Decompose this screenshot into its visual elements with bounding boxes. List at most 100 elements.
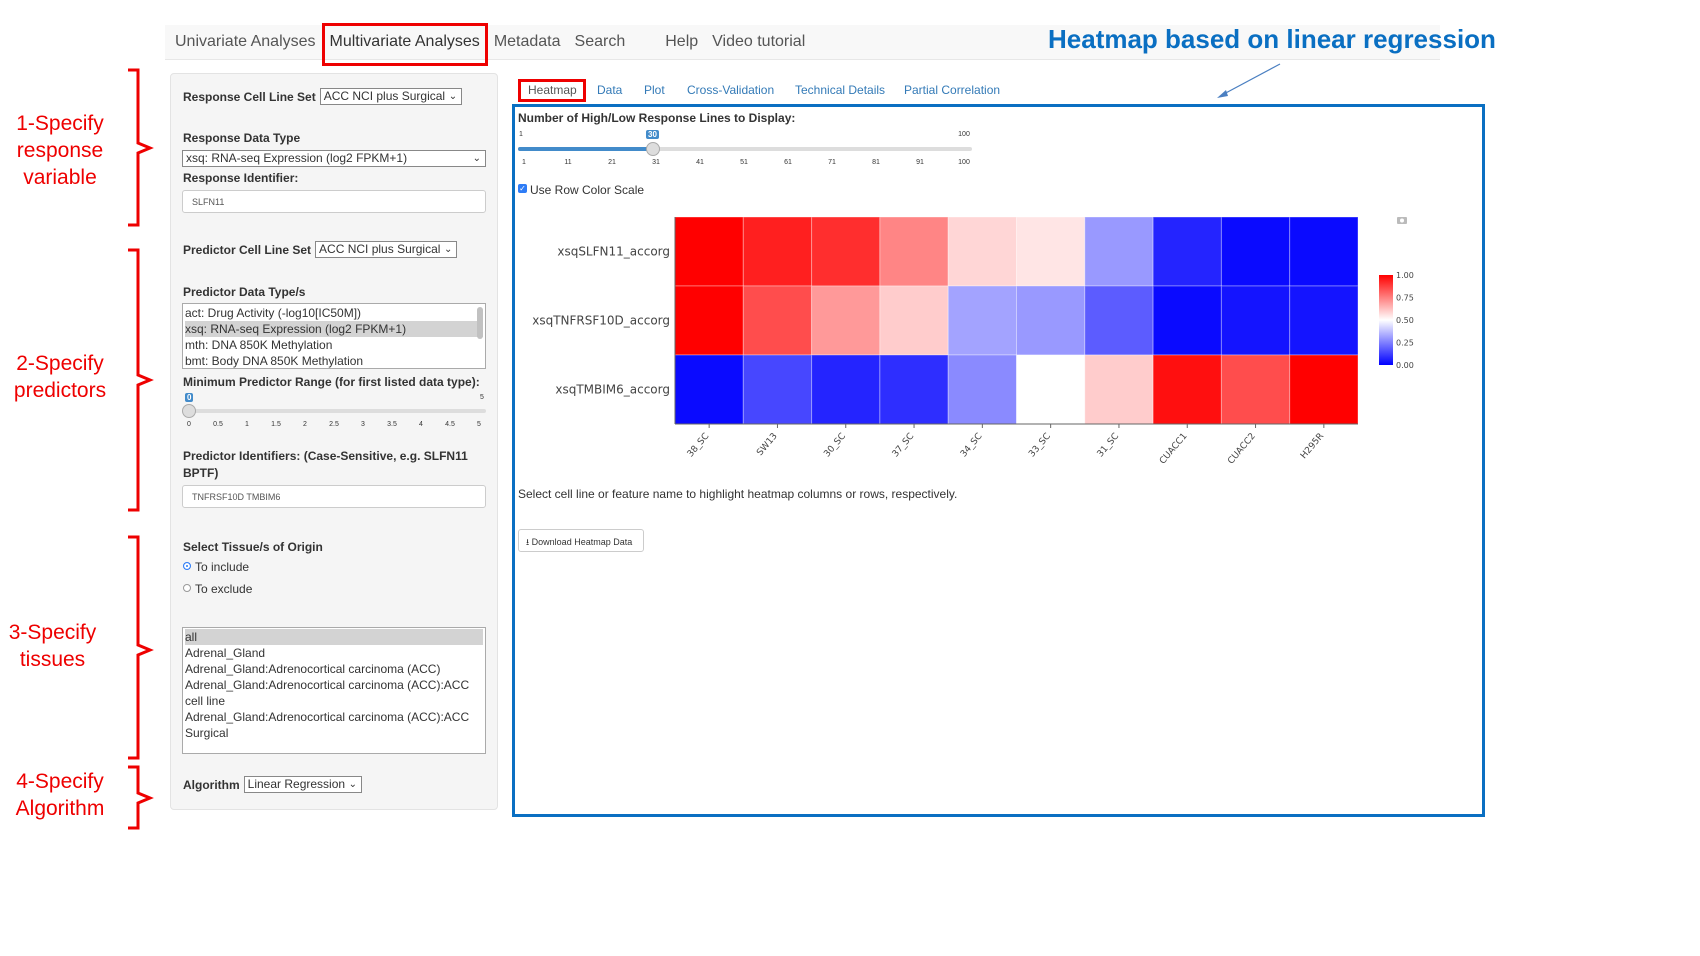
list-option[interactable]: mth: DNA 850K Methylation: [185, 338, 333, 352]
colorbar-tick: 0.00: [1396, 361, 1414, 370]
scrollbar[interactable]: [477, 307, 483, 339]
tab-plot[interactable]: Plot: [644, 83, 665, 97]
tab-cross-validation[interactable]: Cross-Validation: [687, 83, 775, 97]
column-label[interactable]: 38_SC: [686, 432, 712, 460]
heatmap-hint: Select cell line or feature name to high…: [518, 487, 958, 501]
row-color-scale-checkbox[interactable]: ✓: [518, 184, 527, 193]
slider-tick: 61: [784, 159, 792, 166]
nav-multivariate[interactable]: Multivariate Analyses: [329, 33, 480, 50]
list-option[interactable]: act: Drug Activity (-log10[IC50M]): [185, 306, 362, 320]
heatmap-cell: [1084, 216, 1154, 287]
slider-value: 30: [646, 130, 659, 139]
arrow-icon: [1217, 63, 1281, 98]
predictor-cell-line-set-label: Predictor Cell Line Set: [183, 242, 312, 257]
heatmap-cell: [1152, 285, 1222, 356]
tab-technical-details[interactable]: Technical Details: [795, 83, 886, 97]
list-option[interactable]: Adrenal_Gland:Adrenocortical carcinoma (…: [185, 662, 441, 676]
list-option[interactable]: Adrenal_Gland:Adrenocortical carcinoma (…: [185, 710, 470, 740]
slider-tick: 0: [187, 421, 191, 428]
tab-data[interactable]: Data: [597, 83, 623, 97]
column-label[interactable]: CUACC2: [1226, 432, 1258, 467]
heatmap-cell: [947, 216, 1018, 287]
nav-help[interactable]: Help: [665, 33, 699, 50]
min-range-slider[interactable]: [189, 409, 486, 413]
slider-handle[interactable]: [645, 142, 660, 156]
slider-tick: 1: [522, 159, 526, 166]
response-identifier-input[interactable]: SLFN11: [182, 190, 486, 213]
exclude-radio[interactable]: [183, 584, 191, 592]
column-label[interactable]: 33_SC: [1027, 432, 1053, 460]
heatmap-cell: [674, 216, 744, 287]
predictor-data-types-list[interactable]: act: Drug Activity (-log10[IC50M]) xsq: …: [182, 303, 486, 369]
heatmap-cell: [742, 216, 813, 287]
slider-tick: 3.5: [387, 421, 397, 428]
list-option[interactable]: bmt: Body DNA 850K Methylation: [185, 354, 364, 368]
button-label: Download Heatmap Data: [531, 537, 633, 547]
heatmap-cell: [811, 285, 881, 356]
lines-slider-label: Number of High/Low Response Lines to Dis…: [518, 111, 796, 125]
heatmap-cell: [742, 285, 813, 356]
list-option[interactable]: all: [185, 629, 483, 645]
predictor-cell-line-set-select[interactable]: ACC NCI plus Surgical ⌄: [315, 241, 458, 258]
heatmap-cell: [879, 216, 949, 287]
list-option[interactable]: Adrenal_Gland: [185, 646, 266, 660]
row-label[interactable]: xsqTNFRSF10D_accorg: [532, 314, 670, 328]
select-value: ACC NCI plus Surgical: [323, 89, 446, 103]
lines-slider[interactable]: [518, 147, 972, 151]
column-label[interactable]: H295R: [1299, 432, 1326, 462]
algorithm-label: Algorithm: [183, 777, 240, 792]
column-label[interactable]: SW13: [755, 432, 779, 458]
heatmap-cell: [742, 354, 813, 425]
annotation-1: 1-Specify response variable: [16, 112, 104, 189]
heatmap-cell: [1152, 216, 1222, 287]
tab-partial-correlation[interactable]: Partial Correlation: [904, 83, 1001, 97]
heatmap-cell: [1084, 354, 1154, 425]
nav-video-tutorial[interactable]: Video tutorial: [712, 33, 806, 50]
download-icon: ⭳: [526, 537, 530, 547]
tissue-list[interactable]: all Adrenal_Gland Adrenal_Gland:Adrenoco…: [182, 627, 486, 754]
list-option[interactable]: xsq: RNA-seq Expression (log2 FPKM+1): [185, 321, 483, 337]
highlight-box: [321, 23, 488, 66]
nav-univariate[interactable]: Univariate Analyses: [175, 33, 316, 50]
slider-tick: 51: [740, 159, 748, 166]
heatmap-cell: [1016, 285, 1086, 356]
column-label[interactable]: 31_SC: [1096, 432, 1122, 460]
predictor-identifiers-label: Predictor Identifiers: (Case-Sensitive, …: [183, 449, 468, 480]
slider-handle[interactable]: [182, 404, 196, 418]
slider-max: 100: [958, 131, 970, 138]
response-cell-line-set-select[interactable]: ACC NCI plus Surgical ⌄: [319, 88, 463, 105]
nav-metadata[interactable]: Metadata: [493, 33, 561, 50]
slider-tick: 0.5: [213, 421, 223, 428]
heatmap-cell: [947, 354, 1018, 425]
response-cell-line-set-label: Response Cell Line Set: [183, 89, 316, 104]
response-data-type-select[interactable]: xsq: RNA-seq Expression (log2 FPKM+1) ⌄: [182, 150, 486, 167]
slider-fill: [518, 147, 653, 151]
annotation-4: 4-Specify Algorithm: [15, 770, 105, 820]
predictor-identifiers-input[interactable]: TNFRSF10D TMBIM6: [182, 485, 486, 508]
tab-heatmap[interactable]: Heatmap: [528, 83, 577, 97]
column-label[interactable]: 34_SC: [959, 432, 985, 460]
camera-icon[interactable]: [1396, 215, 1408, 225]
row-label[interactable]: xsqSLFN11_accorg: [557, 245, 670, 259]
nav-search[interactable]: Search: [574, 33, 626, 50]
chevron-down-icon: ⌄: [444, 244, 453, 255]
download-heatmap-button[interactable]: ⭳ Download Heatmap Data: [518, 529, 644, 552]
heatmap-cell: [811, 216, 881, 287]
colorbar-tick: 0.25: [1396, 339, 1414, 348]
heatmap-cell: [1016, 216, 1086, 287]
slider-tick: 4.5: [445, 421, 455, 428]
colorbar-tick: 0.50: [1396, 316, 1414, 325]
brace-icons: [128, 68, 154, 830]
column-label[interactable]: CUACC1: [1158, 432, 1190, 467]
slider-tick: 5: [477, 421, 481, 428]
annotation-3: 3-Specify tissues: [8, 621, 97, 671]
column-label[interactable]: 30_SC: [822, 432, 848, 460]
column-label[interactable]: 37_SC: [891, 432, 917, 460]
list-option[interactable]: Adrenal_Gland:Adrenocortical carcinoma (…: [185, 678, 470, 708]
include-radio[interactable]: [183, 562, 191, 570]
heatmap-cell: [1289, 285, 1359, 356]
algorithm-select[interactable]: Linear Regression ⌄: [243, 776, 363, 793]
select-value: Linear Regression: [247, 777, 346, 791]
min-predictor-range-label: Minimum Predictor Range (for first liste…: [183, 375, 480, 389]
row-label[interactable]: xsqTMBIM6_accorg: [555, 383, 670, 397]
